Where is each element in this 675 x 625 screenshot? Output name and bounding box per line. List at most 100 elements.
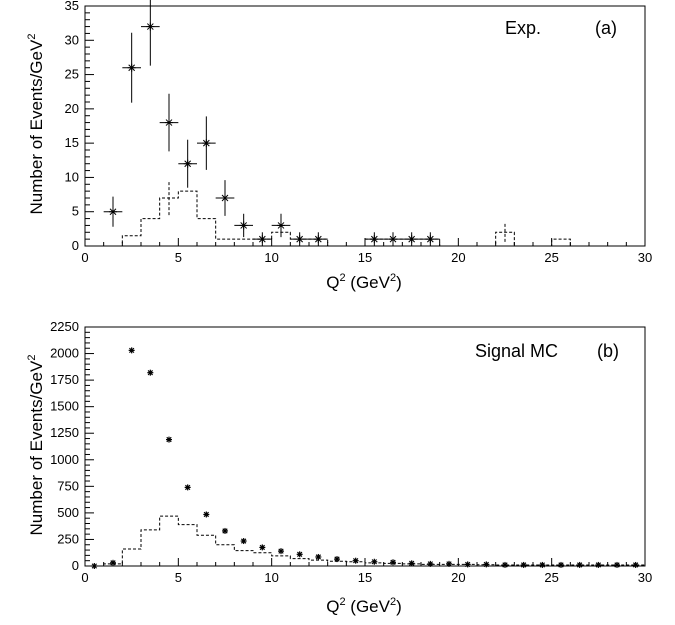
panel-a: 0 5 10 15 20 25 30 0 5 10 15 20 25 30 35 Exp. (a) Q2 (… (26, 0, 652, 292)
data-point-b (408, 560, 415, 567)
plot-area-a: 0 5 10 15 20 25 30 0 5 10 15 20 25 30 35 (65, 0, 652, 265)
data-point-b (296, 551, 303, 558)
data-point-b (91, 563, 98, 569)
y-tick-label-b: 2250 (50, 319, 79, 334)
y-tick-label-a: 30 (65, 32, 79, 47)
data-point-stroke-a (202, 139, 210, 147)
data-point-stroke-b (166, 436, 172, 443)
data-point-a (183, 159, 192, 168)
data-point-stroke-b (259, 544, 266, 551)
data-point-stroke-b (128, 347, 135, 354)
y-tick-label-a: 5 (72, 204, 79, 219)
x-tick-label-b: 0 (81, 570, 88, 585)
x-tick-label-b: 10 (264, 570, 278, 585)
y-tick-label-b: 0 (72, 558, 79, 573)
y-axis-label-b: Number of Events/GeV2 (26, 355, 46, 536)
x-axis-label-b: Q2 (GeV2) (326, 596, 402, 616)
data-point-b (203, 511, 210, 518)
annotation-a: Exp. (505, 18, 541, 38)
data-point-stroke-b (483, 561, 490, 568)
y-tick-label-a: 0 (72, 238, 79, 253)
y-tick-label-b: 1250 (50, 425, 79, 440)
data-point-stroke-b (427, 561, 434, 567)
data-point-a (277, 221, 285, 230)
y-tick-label-b: 500 (57, 505, 79, 520)
data-point-b (166, 436, 172, 443)
data-point-a (146, 22, 155, 31)
y-tick-label-a: 25 (65, 67, 79, 82)
data-point-stroke-a (240, 222, 248, 229)
x-tick-label-a: 30 (638, 250, 652, 265)
y-tick-label-a: 35 (65, 0, 79, 13)
data-point-stroke-b (558, 562, 564, 568)
data-point-stroke-b (390, 559, 396, 565)
data-point-stroke-b (632, 562, 639, 568)
data-point-b (315, 553, 322, 560)
data-point-b (222, 527, 228, 534)
histogram-b (85, 515, 645, 567)
data-point-stroke-b (371, 559, 378, 565)
data-point-a (127, 63, 136, 72)
data-point-stroke-b (203, 511, 210, 518)
data-point-b (390, 559, 396, 566)
y-tick-label-a: 15 (65, 135, 79, 150)
panel-label-a: (a) (595, 18, 617, 38)
data-point-b (483, 561, 490, 568)
data-point-stroke-b (502, 562, 508, 568)
data-point-a (239, 221, 248, 230)
y-tick-label-b: 1000 (50, 452, 79, 467)
data-point-stroke-a (389, 235, 397, 243)
data-point-b (184, 484, 191, 491)
plot-area-b: 0 5 10 15 20 25 30 0 250 500 750 1000 1250 1500 1750 20… (50, 319, 652, 585)
x-tick-label-a: 20 (451, 250, 465, 265)
data-point-stroke-b (296, 551, 303, 557)
x-tick-label-a: 5 (175, 250, 182, 265)
x-tick-label-b: 25 (544, 570, 558, 585)
x-tick-label-a: 25 (544, 250, 558, 265)
data-point-b (334, 556, 340, 563)
x-tick-label-b: 20 (451, 570, 465, 585)
x-tick-label-b: 15 (358, 570, 372, 585)
y-tick-label-a: 10 (65, 169, 79, 184)
data-point-stroke-b (576, 562, 583, 568)
data-point-stroke-b (147, 370, 154, 376)
annotation-b: Signal MC (475, 341, 558, 361)
data-point-stroke-a (165, 119, 173, 126)
data-point-stroke-b (352, 558, 359, 564)
data-point-b (278, 548, 284, 555)
data-point-b (352, 557, 359, 564)
y-tick-label-b: 1500 (50, 399, 79, 414)
data-point-stroke-b (110, 560, 116, 566)
data-point-stroke-b (408, 560, 415, 567)
y-axis-label-a: Number of Events/GeV2 (26, 34, 46, 215)
data-point-stroke-a (314, 235, 322, 243)
data-point-b (110, 559, 116, 566)
data-point-stroke-a (109, 208, 117, 216)
data-point-b (147, 369, 154, 376)
data-point-b (371, 558, 378, 565)
x-axis-label-a: Q2 (GeV2) (326, 272, 402, 292)
data-point-b (128, 347, 135, 354)
data-point-stroke-b (278, 548, 284, 554)
data-point-b (446, 560, 452, 567)
x-tick-label-a: 10 (264, 250, 278, 265)
data-point-stroke-a (146, 23, 154, 30)
data-point-a (109, 207, 117, 216)
data-point-stroke-a (277, 222, 285, 229)
y-tick-label-b: 250 (57, 531, 79, 546)
plot-frame-b (84, 326, 646, 567)
x-tick-label-b: 5 (175, 570, 182, 585)
panel-b: 0 5 10 15 20 25 30 0 250 500 750 1000 1250 1500 1750 20… (26, 319, 652, 616)
data-point-stroke-b (240, 538, 247, 544)
data-point-stroke-a (370, 235, 378, 243)
data-point-a (202, 139, 211, 148)
data-point-stroke-b (334, 556, 340, 562)
y-tick-label-b: 1750 (50, 372, 79, 387)
data-point-stroke-b (315, 554, 322, 560)
data-point-a (165, 118, 173, 127)
data-point-stroke-b (446, 561, 452, 567)
y-tick-label-b: 750 (57, 478, 79, 493)
data-point-stroke-b (91, 563, 98, 569)
data-point-b (259, 544, 266, 551)
